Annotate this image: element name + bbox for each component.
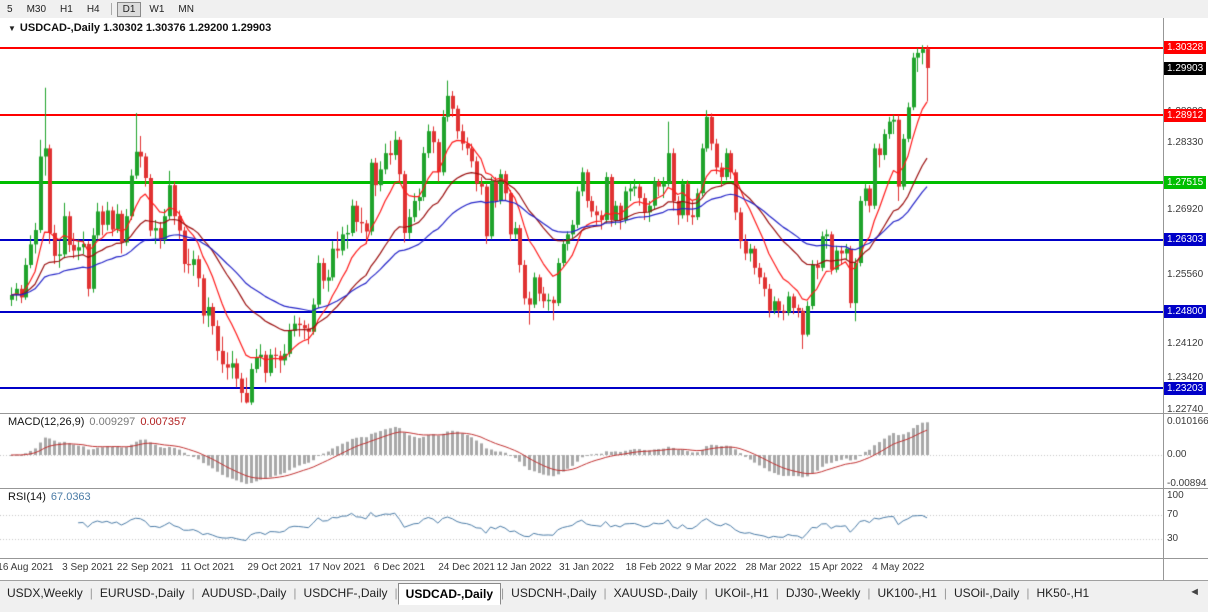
tab-hk50-h1[interactable]: HK50-,H1 [1036,586,1090,600]
tab-separator: | [603,586,607,600]
pane-divider-dates [0,558,1208,559]
timeframe-button-h4[interactable]: H4 [80,1,106,17]
pane-divider-rsi[interactable] [0,488,1208,489]
tab-separator: | [89,586,93,600]
price-axis-label: 1.23420 [1167,371,1204,383]
timeframe-button-mn[interactable]: MN [172,1,200,17]
timeframe-button-m30[interactable]: M30 [20,1,53,17]
date-axis-label: 29 Oct 2021 [247,562,303,573]
tab-scroll-left-button[interactable]: ◄ [1189,586,1200,598]
price-axis-label: 1.22740 [1167,404,1204,416]
level-price-tag: 1.30328 [1164,41,1207,55]
macd-title: MACD(12,26,9) 0.009297 0.007357 [8,416,186,428]
date-axis-label: 16 Aug 2021 [0,562,54,573]
macd-axis-label: 0.010166 [1167,416,1208,428]
date-axis-label: 17 Nov 2021 [308,562,366,573]
macd-signal-value: 0.007357 [140,416,187,428]
timeframe-button-w1[interactable]: W1 [143,1,171,17]
date-axis-label: 15 Apr 2022 [808,562,863,573]
chart-canvas[interactable] [0,18,1163,580]
current-price-tag: 1.29903 [1164,61,1207,75]
rsi-axis-label: 70 [1167,508,1179,520]
tab-usdcnh-daily[interactable]: USDCNH-,Daily [511,586,597,600]
chart-title: ▼ USDCAD-,Daily 1.30302 1.30376 1.29200 1… [8,22,271,34]
price-axis-label: 1.28330 [1167,137,1204,149]
tab-usoil-daily[interactable]: USOil-,Daily [954,586,1020,600]
date-axis-label: 22 Sep 2021 [116,562,174,573]
timeframe-button-h1[interactable]: H1 [54,1,79,17]
date-axis-label: 24 Dec 2021 [438,562,495,573]
price-axis-separator [1163,18,1164,580]
tab-dj30-weekly[interactable]: DJ30-,Weekly [785,586,861,600]
macd-axis-label: 0.00 [1167,449,1187,461]
date-axis-label: 31 Jan 2022 [558,562,615,573]
tab-separator: | [394,586,398,600]
rsi-axis-label: 30 [1167,533,1179,545]
tab-eurusd-daily[interactable]: EURUSD-,Daily [99,586,185,600]
date-axis-label: 12 Jan 2022 [496,562,552,573]
rsi-axis-label: 100 [1167,490,1184,502]
pane-divider-macd[interactable] [0,413,1208,414]
tab-usdchf-daily[interactable]: USDCHF-,Daily [303,586,388,600]
date-axis-label: 18 Feb 2022 [625,562,682,573]
timeframe-button-5[interactable]: 5 [1,1,19,17]
level-price-tag: 1.24800 [1164,305,1207,319]
tab-separator: | [501,586,505,600]
tab-separator: | [191,586,195,600]
tab-ukoil-h1[interactable]: UKOil-,H1 [714,586,769,600]
chart-tab-bar: USDX,Weekly | EURUSD-,Daily | AUDUSD-,Daily |… [0,580,1208,612]
macd-indicator-label: MACD(12,26,9) [8,416,85,428]
level-price-tag: 1.27515 [1164,175,1207,189]
chart-region[interactable]: ▼ USDCAD-,Daily 1.30302 1.30376 1.29200 1… [0,18,1208,580]
tab-uk100-h1[interactable]: UK100-,H1 [877,586,937,600]
tab-audusd-daily[interactable]: AUDUSD-,Daily [201,586,287,600]
macd-main-value: 0.009297 [89,416,136,428]
price-axis-label: 1.25560 [1167,269,1204,281]
toolbar-separator [110,3,112,15]
timeframe-toolbar: 5 M30 H1 H4 D1 W1 MN [0,0,1208,19]
date-axis-label: 3 Sep 2021 [62,562,114,573]
price-axis-label: 1.26920 [1167,204,1204,216]
level-price-tag: 1.23203 [1164,381,1207,395]
date-axis-label: 11 Oct 2021 [180,562,235,573]
symbol-dropdown-icon[interactable]: ▼ [8,24,16,33]
rsi-value: 67.0363 [50,491,91,503]
macd-axis-label: -0.00894 [1167,477,1207,489]
date-axis-label: 6 Dec 2021 [373,562,426,573]
tab-separator: | [293,586,297,600]
rsi-indicator-label: RSI(14) [8,491,46,503]
date-axis-label: 9 Mar 2022 [685,562,737,573]
tab-separator: | [775,586,779,600]
chart-symbol-label: USDCAD-,Daily [19,22,100,34]
tab-usdcad-daily[interactable]: USDCAD-,Daily [397,583,502,605]
tab-separator: | [867,586,871,600]
timeframe-button-d1[interactable]: D1 [116,1,142,17]
tab-usdx-weekly[interactable]: USDX,Weekly [7,586,83,600]
tab-separator: | [704,586,708,600]
level-price-tag: 1.26303 [1164,233,1207,247]
rsi-title: RSI(14) 67.0363 [8,491,91,503]
level-price-tag: 1.28912 [1164,108,1207,122]
price-axis-label: 1.24120 [1167,338,1204,350]
date-axis-label: 4 May 2022 [872,562,925,573]
tab-separator: | [1026,586,1030,600]
tab-separator: | [943,586,947,600]
chart-ohlc-values: 1.30302 1.30376 1.29200 1.29903 [103,22,272,34]
date-axis-label: 28 Mar 2022 [745,562,802,573]
tab-xauusd-daily[interactable]: XAUUSD-,Daily [613,586,698,600]
